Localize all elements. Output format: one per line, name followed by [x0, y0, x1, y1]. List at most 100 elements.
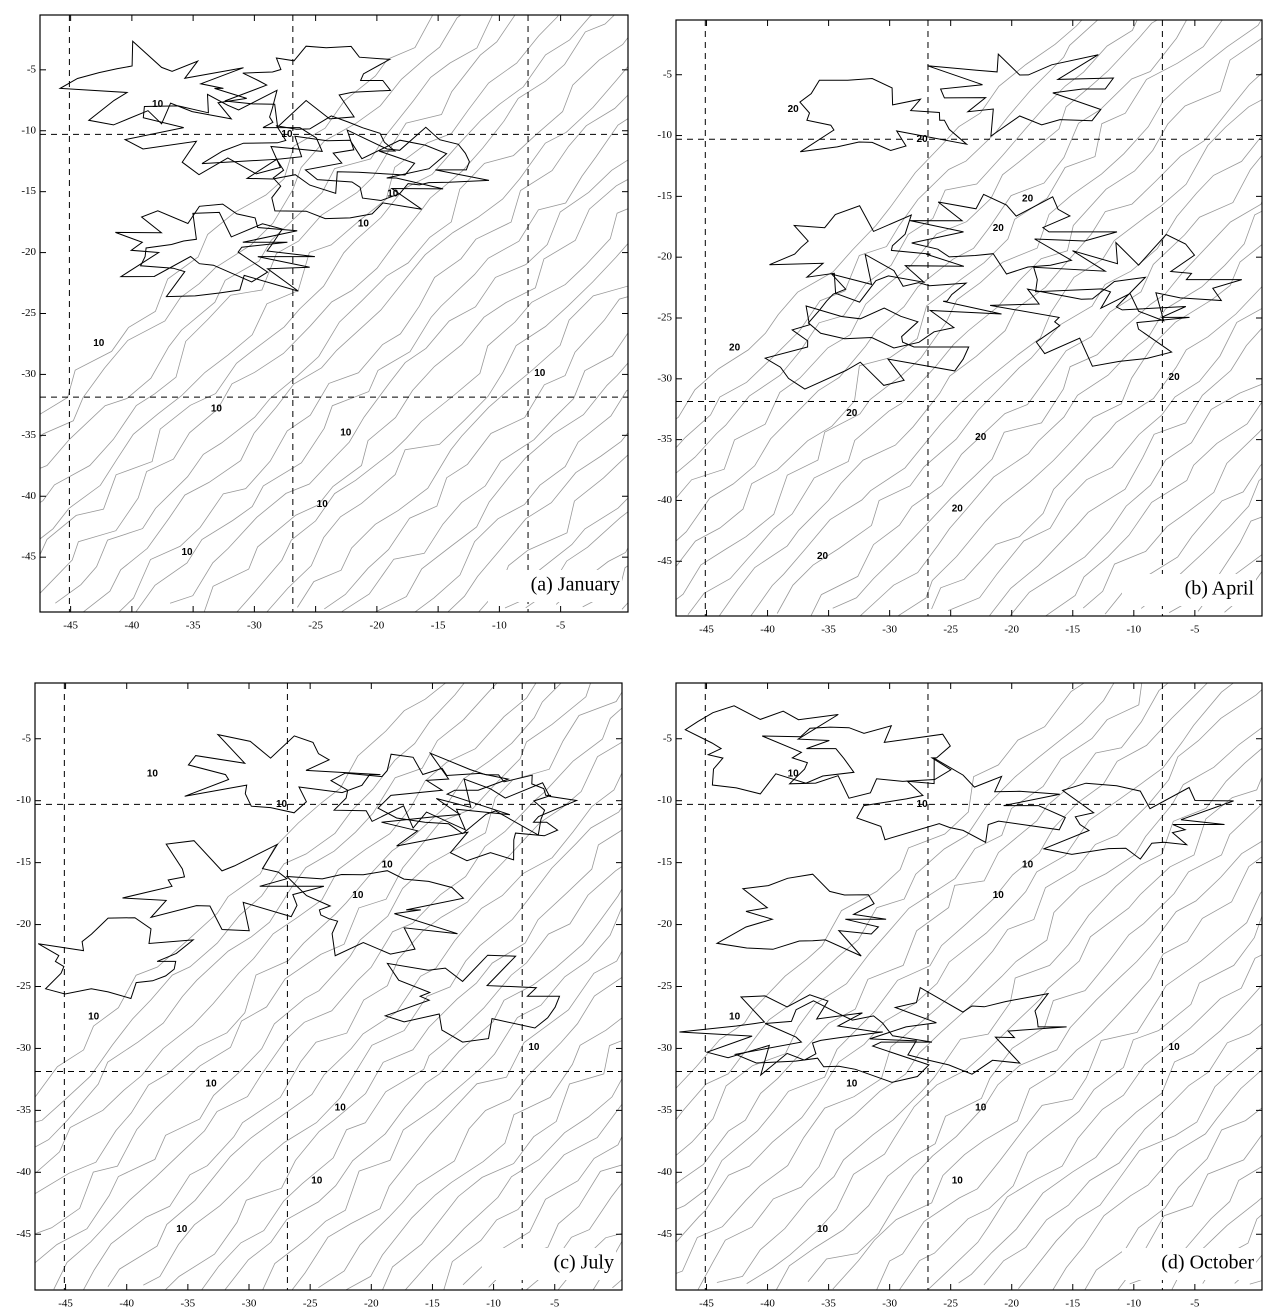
contour-label: 20	[952, 503, 964, 514]
contour-line	[676, 20, 1138, 474]
contour-line	[285, 870, 465, 957]
contour-line	[750, 99, 1262, 616]
contour-line	[35, 683, 592, 1235]
x-tick-label: -20	[1004, 624, 1019, 636]
x-tick-label: -35	[821, 624, 836, 636]
contour-line	[37, 917, 195, 1000]
y-tick-label: -45	[16, 1228, 31, 1240]
contour-line	[763, 305, 970, 390]
contour-line	[462, 1135, 622, 1286]
y-tick-label: -25	[657, 312, 672, 324]
x-tick-label: -35	[821, 1298, 836, 1310]
contour-line	[676, 20, 1158, 499]
contour-line	[825, 0, 1266, 606]
x-tick-label: -15	[1065, 1298, 1080, 1310]
contour-line	[382, 1040, 622, 1290]
contour-label: 10	[382, 860, 394, 871]
contour-line	[810, 154, 1262, 616]
panel-label: (d) October	[1161, 1252, 1254, 1274]
contour-line	[679, 994, 883, 1077]
x-tick-label: -30	[882, 624, 897, 636]
contour-line	[118, 94, 628, 612]
y-tick-label: -35	[657, 433, 672, 445]
contour-line	[897, 244, 1262, 616]
contour-label: 10	[788, 769, 800, 780]
panel-label: (a) January	[531, 574, 620, 596]
contour-line	[621, 602, 628, 610]
x-tick-label: -10	[1126, 1298, 1141, 1310]
contour-line	[832, 856, 1262, 1290]
contour-line	[344, 1017, 622, 1290]
contour-line	[1018, 1045, 1262, 1290]
y-tick-label: -35	[21, 429, 36, 441]
contour-line	[504, 497, 628, 609]
y-tick-label: -15	[16, 856, 31, 868]
contour-label: 10	[352, 890, 364, 901]
contour-line	[733, 1000, 933, 1083]
x-tick-label: -30	[247, 620, 262, 632]
x-tick-label: -15	[431, 620, 446, 632]
contour-label: 10	[534, 368, 546, 379]
contour-line	[680, 637, 1266, 1291]
x-tick-label: -45	[58, 1298, 73, 1310]
contour-line	[899, 914, 1262, 1290]
contour-line	[184, 733, 381, 814]
frame	[675, 682, 1263, 1291]
y-tick-label: -15	[21, 185, 36, 197]
y-tick-label: -25	[657, 980, 672, 992]
contour-line	[203, 178, 628, 612]
contour-line	[676, 20, 1099, 449]
contour-line	[676, 20, 1083, 420]
x-tick-label: -25	[943, 1298, 958, 1310]
contour-line	[40, 15, 593, 556]
contour-label: 10	[528, 1042, 540, 1053]
contour-label: 10	[181, 547, 193, 558]
contour-line	[1009, 383, 1262, 616]
contour-line	[525, 1182, 622, 1290]
contour-line	[821, 624, 1266, 1294]
contour-line	[271, 135, 448, 220]
contour-line	[40, 15, 462, 439]
contour-line	[164, 829, 622, 1290]
contour-line	[35, 683, 465, 1123]
contour-line	[676, 683, 1169, 1184]
contour-line	[82, 65, 628, 612]
contour-label: 10	[387, 189, 399, 200]
contour-line	[676, 20, 1262, 601]
contour-line	[676, 683, 1143, 1156]
contour-line	[958, 984, 1262, 1284]
contour-label: 10	[211, 404, 223, 415]
panel-label: (c) July	[553, 1252, 614, 1274]
contour-label: 10	[817, 1224, 829, 1235]
contour-line	[676, 20, 1223, 567]
contour-line	[715, 873, 887, 957]
y-tick-label: -40	[657, 1166, 672, 1178]
contour-line	[676, 683, 1235, 1243]
x-tick-label: -25	[308, 620, 323, 632]
y-tick-label: -10	[16, 794, 31, 806]
contour-line	[1224, 570, 1262, 613]
panel: -45 -40 -35 -30 -25 -20 -15 -10 -5 -5 -10 -15 -20 -25…	[657, 682, 1263, 1310]
contour-line	[762, 725, 952, 799]
contour-label: 10	[311, 1175, 323, 1186]
y-tick-label: -35	[16, 1104, 31, 1116]
contour-line	[82, 741, 622, 1290]
contour-line	[1202, 1214, 1262, 1284]
y-tick-label: -40	[16, 1166, 31, 1178]
x-tick-label: -45	[63, 620, 78, 632]
contour-line	[807, 840, 1262, 1283]
contour-label: 10	[152, 99, 164, 110]
x-tick-label: -40	[119, 1298, 134, 1310]
contour-line	[787, 631, 1266, 1286]
contour-line	[676, 683, 1208, 1210]
contour-line	[122, 840, 325, 932]
y-tick-label: -45	[21, 551, 36, 563]
contour-label: 10	[276, 799, 288, 810]
contour-line	[377, 752, 552, 836]
contour-line	[40, 15, 560, 540]
x-tick-label: -10	[1126, 624, 1141, 636]
y-tick-label: -30	[657, 1042, 672, 1054]
contour-line	[990, 276, 1190, 367]
contour-line	[1140, 477, 1262, 609]
